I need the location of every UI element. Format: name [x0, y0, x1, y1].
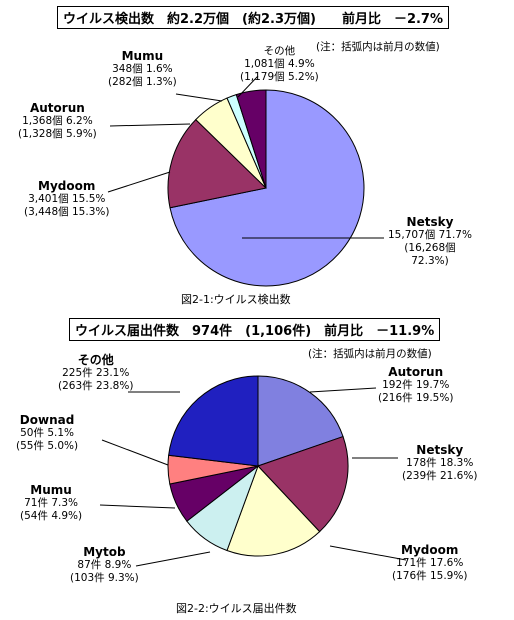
chart2-leader-3 — [135, 551, 211, 567]
chart1-label-autorun: Autorun 1,368個 6.2% (1,328個 5.9%) — [18, 101, 97, 141]
chart1-leader-4 — [237, 75, 259, 98]
chart2-note: (注：括弧内は前月の数値) — [308, 348, 432, 360]
chart1-note: (注：括弧内は前月の数値) — [316, 41, 440, 53]
chart1-label-mumu: Mumu 348個 1.6% (282個 1.3%) — [108, 49, 177, 89]
chart2-slice-6 — [168, 375, 259, 467]
chart2-leader-0 — [309, 387, 377, 393]
chart1-caption: 図2-1:ウイルス検出数 — [181, 293, 291, 306]
chart2-label-netsky: Netsky 178件 18.3% (239件 21.6%) — [402, 443, 478, 483]
chart1-leader-3 — [175, 93, 223, 102]
chart1-slice-4 — [235, 89, 267, 189]
chart2-leader-2 — [329, 545, 407, 561]
chart2-slice-1 — [257, 435, 349, 533]
chart2-label-other: その他 225件 23.1% (263件 23.8%) — [58, 353, 134, 393]
chart1-slice-0 — [169, 89, 365, 287]
chart1-slice-1 — [167, 118, 268, 209]
chart1-label-netsky: Netsky 15,707個 71.7% (16,268個 72.3%) — [388, 215, 472, 268]
chart1-title: ウイルス検出数 約2.2万個 (約2.3万個) 前月比 －2.7% — [57, 6, 449, 29]
chart2-label-mumu: Mumu 71件 7.3% (54件 4.9%) — [20, 483, 83, 523]
chart2-label-mydoom: Mydoom 171件 17.6% (176件 15.9%) — [392, 543, 468, 583]
chart1-label-other: その他 1,081個 4.9% (1,179個 5.2%) — [240, 45, 319, 83]
chart1-label-mydoom: Mydoom 3,401個 15.5% (3,448個 15.3%) — [24, 179, 110, 219]
chart2-label-downad: Downad 50件 5.1% (55件 5.0%) — [16, 413, 79, 453]
chart1-leader-2 — [109, 123, 191, 127]
chart1-leader-1 — [107, 171, 171, 193]
chart2-label-autorun: Autorun 192件 19.7% (216件 19.5%) — [378, 365, 454, 405]
chart2-leader-5 — [101, 439, 169, 466]
chart2-label-mytob: Mytob 87件 8.9% (103件 9.3%) — [70, 545, 139, 585]
chart2-title: ウイルス届出件数 974件 (1,106件) 前月比 －11.9% — [69, 318, 441, 341]
chart2-leader-4 — [99, 504, 176, 509]
chart2-caption: 図2-2:ウイルス届出件数 — [176, 602, 297, 615]
